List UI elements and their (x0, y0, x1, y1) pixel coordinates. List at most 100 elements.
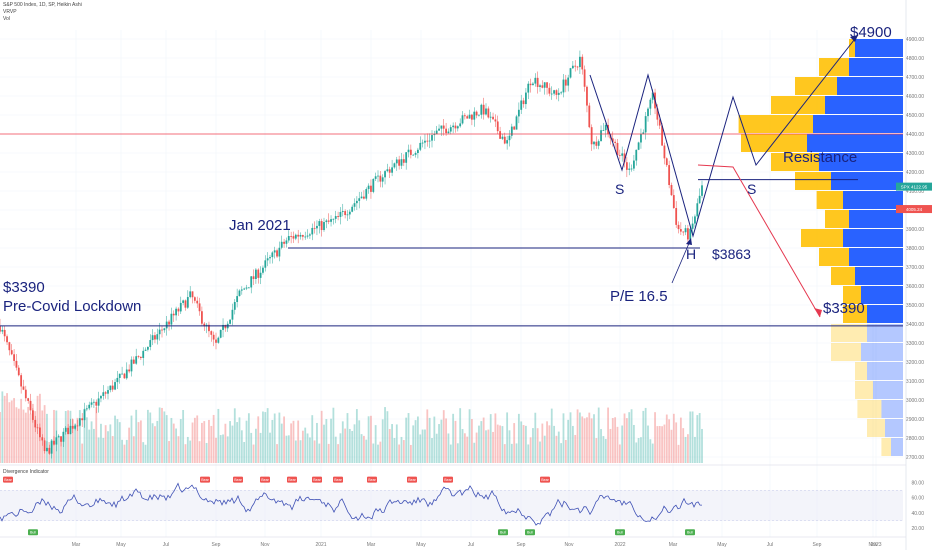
volume-bar (454, 420, 457, 463)
candle-body (593, 141, 595, 145)
volume-bar (661, 426, 663, 463)
candle-body (562, 79, 565, 93)
candle-body (489, 116, 492, 118)
candle-body (306, 235, 309, 237)
candle-body (618, 155, 621, 157)
volume-bar (658, 426, 661, 463)
volume-bar (109, 424, 112, 463)
vrvp-indicator-label[interactable]: VRVP (3, 9, 17, 15)
candle-body (651, 92, 654, 100)
candle-body (694, 216, 696, 224)
volume-bar (574, 434, 577, 463)
volume-profile-down-bar (855, 381, 873, 399)
candle-body (527, 83, 530, 93)
volume-bar (344, 428, 347, 463)
volume-bar (348, 428, 351, 463)
candle-body (400, 159, 403, 166)
candle-body (635, 149, 638, 161)
volume-bar (515, 443, 518, 463)
candle-body (701, 185, 703, 196)
candle-body (271, 252, 274, 258)
volume-bar (276, 444, 278, 463)
volume-bar (670, 429, 673, 463)
candle-body (60, 436, 62, 442)
candle-body (358, 198, 361, 201)
symbol-header: S&P 500 Index, 1D, SP, Heikin Ashi (3, 2, 82, 8)
candle-body (374, 176, 377, 179)
volume-profile-down-bar (795, 77, 837, 95)
candle-body (485, 108, 487, 115)
candle-body (447, 131, 450, 134)
candle-body (623, 153, 626, 163)
volume-profile-down-bar (867, 419, 885, 437)
candle-body (62, 431, 65, 442)
bull-signal-label: Bull (617, 530, 623, 534)
volume-bar (372, 443, 375, 463)
volume-bar (294, 440, 297, 463)
candles (0, 50, 703, 463)
x-tick-label: Nov (869, 542, 878, 548)
bear-signal-label: Bear (288, 478, 296, 482)
candle-body (391, 167, 393, 173)
candle-body (151, 335, 154, 341)
volume-profile-down-bar (819, 58, 849, 76)
bear-signal-tag (3, 476, 13, 483)
candle-body (184, 300, 187, 308)
candle-body (555, 90, 558, 95)
volume-bar (304, 427, 307, 463)
bear-signal-label: Bear (368, 478, 376, 482)
candle-body (696, 203, 699, 217)
candle-body (595, 141, 598, 146)
volume-bar (637, 438, 640, 463)
volume-bar (609, 428, 612, 463)
volume-bar (205, 442, 208, 463)
volume-bar (377, 444, 379, 463)
volume-profile-up-bar (813, 115, 903, 133)
candle-body (179, 302, 182, 312)
volume-bar (633, 424, 635, 463)
candle-body (290, 236, 293, 237)
volume-bar (337, 444, 339, 463)
volume-bar (189, 440, 192, 463)
volume-bar (1, 391, 4, 463)
volume-profile-up-bar (867, 324, 903, 342)
volume-bar (278, 412, 281, 463)
volume-bar (696, 415, 699, 463)
y-tick-label: 4500.00 (906, 113, 924, 119)
candle-body (320, 221, 323, 231)
volume-bar (283, 416, 285, 463)
candle-body (503, 136, 506, 144)
volume-bar (104, 425, 107, 463)
candle-body (480, 104, 483, 115)
volume-profile-up-bar (891, 438, 903, 456)
candle-body (128, 369, 131, 372)
candle-body (177, 308, 180, 312)
volume-bar (358, 420, 361, 463)
x-tick-label: May (416, 542, 426, 548)
candle-body (142, 350, 145, 358)
volume-indicator-label[interactable]: Vol (3, 16, 10, 22)
candle-body (95, 401, 98, 406)
candle-body (365, 189, 368, 199)
candle-body (672, 195, 675, 209)
volume-bar (560, 443, 563, 463)
volume-bar (532, 428, 534, 463)
candle-body (600, 130, 602, 142)
volume-bar (330, 418, 332, 463)
volume-bar (388, 428, 391, 463)
volume-profile-down-bar (771, 153, 819, 171)
candle-body (616, 142, 619, 156)
bear-signal-label: Bear (408, 478, 416, 482)
candle-body (299, 235, 302, 237)
candle-body (76, 425, 79, 427)
candle-body (395, 159, 398, 164)
candle-body (191, 291, 194, 298)
volume-bar (363, 435, 365, 463)
candle-body (517, 109, 520, 117)
candle-body (644, 116, 647, 133)
bull-signal-tag (498, 529, 508, 536)
candle-body (163, 328, 166, 331)
candle-body (360, 196, 363, 199)
candle-body (682, 231, 685, 233)
candle-body (3, 329, 6, 337)
